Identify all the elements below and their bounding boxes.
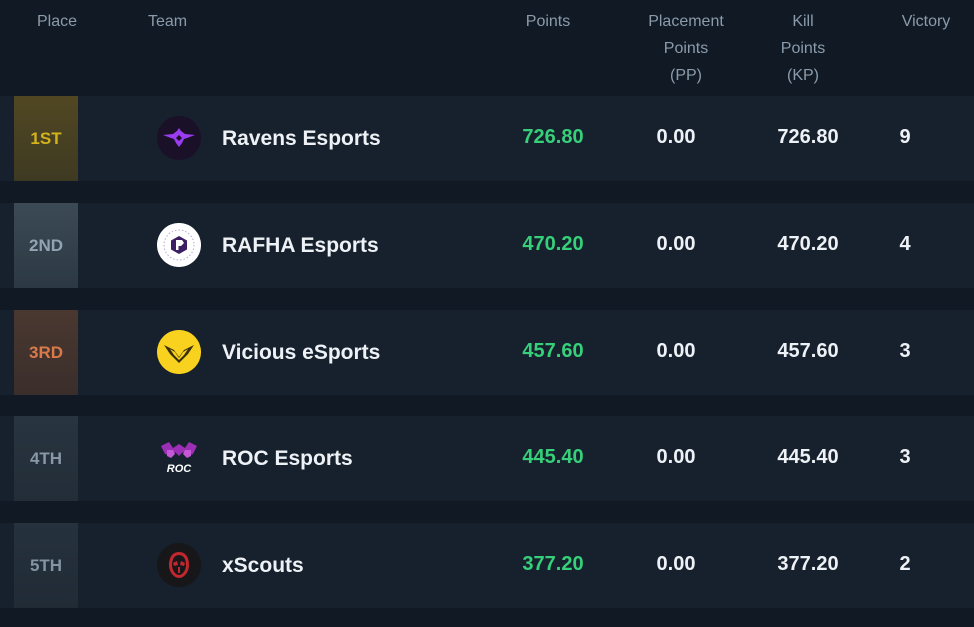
place-badge: 2ND [14, 203, 78, 288]
place-badge: 5TH [14, 523, 78, 608]
header-pp-line-2: Points [663, 40, 709, 57]
table-row[interactable]: 2ND RAFHA Esports 470.20 0.00 470.20 4 [0, 203, 974, 288]
table-row[interactable]: 3RD Vicious eSports 457.60 0.00 457.60 3 [0, 310, 974, 395]
team-name[interactable]: Ravens Esports [222, 127, 381, 150]
kill-points-value: 470.20 [777, 233, 839, 255]
place-badge: 4TH [14, 416, 78, 501]
table-header: Place Team Points Placement Points (PP) … [0, 0, 974, 96]
table-row[interactable]: 4TH ROC ROC Esports 445.40 0.00 445.40 3 [0, 416, 974, 501]
victory-value: 3 [899, 340, 911, 362]
header-pp-line-3: (PP) [670, 67, 702, 84]
victory-value: 9 [899, 126, 911, 148]
team-name[interactable]: Vicious eSports [222, 341, 381, 364]
header-placement-points: Placement Points (PP) [636, 8, 736, 89]
kill-points-value: 377.20 [777, 553, 839, 575]
header-team: Team [148, 13, 188, 30]
header-kp-line-1: Kill [792, 13, 814, 30]
points-value: 470.20 [522, 233, 584, 255]
placement-points-value: 0.00 [656, 340, 696, 362]
team-name[interactable]: xScouts [222, 554, 304, 577]
header-victory: Victory [901, 13, 951, 30]
kill-points-value: 457.60 [777, 340, 839, 362]
place-badge: 3RD [14, 310, 78, 395]
rafha-hexagon-icon [157, 223, 201, 267]
victory-value: 4 [899, 233, 911, 255]
header-kill-points: Kill Points (KP) [758, 8, 848, 89]
roc-bat-icon: ROC [157, 436, 201, 480]
placement-points-value: 0.00 [656, 446, 696, 468]
placement-points-value: 0.00 [656, 553, 696, 575]
table-row[interactable]: 5TH xScouts 377.20 0.00 377.20 2 [0, 523, 974, 608]
placement-points-value: 0.00 [656, 126, 696, 148]
xscouts-mask-icon [157, 543, 201, 587]
team-name[interactable]: ROC Esports [222, 447, 353, 470]
points-value: 457.60 [522, 340, 584, 362]
kill-points-value: 726.80 [777, 126, 839, 148]
kill-points-value: 445.40 [777, 446, 839, 468]
header-pp-line-1: Placement [648, 13, 724, 30]
header-kp-line-3: (KP) [787, 67, 819, 84]
place-badge: 1ST [14, 96, 78, 181]
victory-value: 2 [899, 553, 911, 575]
points-value: 445.40 [522, 446, 584, 468]
points-value: 726.80 [522, 126, 584, 148]
header-points: Points [525, 13, 571, 30]
header-place: Place [36, 13, 78, 30]
points-value: 377.20 [522, 553, 584, 575]
team-name[interactable]: RAFHA Esports [222, 234, 379, 257]
victory-value: 3 [899, 446, 911, 468]
header-kp-line-2: Points [780, 40, 826, 57]
table-row[interactable]: 1ST Ravens Esports 726.80 0.00 726.80 9 [0, 96, 974, 181]
placement-points-value: 0.00 [656, 233, 696, 255]
svg-text:ROC: ROC [167, 463, 193, 475]
raven-bird-icon [157, 116, 201, 160]
vicious-wings-icon [157, 330, 201, 374]
